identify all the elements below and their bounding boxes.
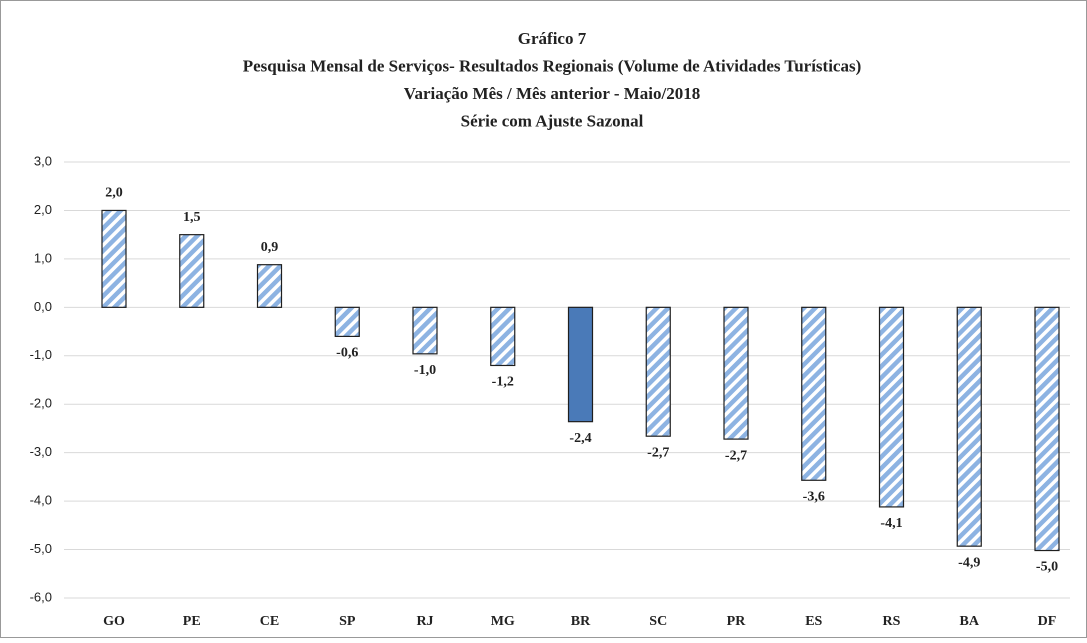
bar <box>1034 306 1060 552</box>
x-tick-label: RJ <box>416 614 433 629</box>
x-tick-label: PR <box>727 614 747 629</box>
chart-title: Gráfico 7 <box>518 29 587 48</box>
x-tick-label: MG <box>491 614 515 629</box>
value-label: 0,9 <box>261 240 279 255</box>
x-tick-label: BA <box>960 614 980 629</box>
value-label: -4,1 <box>880 516 902 531</box>
y-tick-label: -6,0 <box>30 589 52 604</box>
y-tick-label: -1,0 <box>30 347 52 362</box>
x-tick-label: BR <box>571 614 591 629</box>
value-label: -5,0 <box>1036 560 1058 575</box>
y-tick-label: 2,0 <box>34 202 52 217</box>
value-label: -0,6 <box>336 346 358 361</box>
y-tick-label: -2,0 <box>30 396 52 411</box>
bar <box>412 306 438 355</box>
bar <box>956 306 982 547</box>
value-label: 1,5 <box>183 210 201 225</box>
value-label: -4,9 <box>958 555 980 570</box>
x-tick-label: SP <box>339 614 356 629</box>
bar <box>801 306 827 481</box>
bar <box>179 234 205 308</box>
bar <box>645 306 671 437</box>
chart-title: Série com Ajuste Sazonal <box>461 111 644 130</box>
bar <box>334 306 360 338</box>
value-label: -3,6 <box>803 489 825 504</box>
bar <box>490 306 516 367</box>
bar <box>723 306 749 440</box>
y-tick-label: 1,0 <box>34 250 52 265</box>
y-tick-label: -3,0 <box>30 444 52 459</box>
value-label: -2,7 <box>647 445 669 460</box>
x-tick-label: DF <box>1038 614 1057 629</box>
bar <box>256 264 283 308</box>
x-tick-label: PE <box>183 614 201 629</box>
x-tick-label: RS <box>883 614 901 629</box>
y-tick-label: 0,0 <box>34 299 52 314</box>
value-label: -2,4 <box>569 431 591 446</box>
y-tick-label: -5,0 <box>30 541 52 556</box>
y-tick-label: -4,0 <box>30 493 52 508</box>
x-tick-label: CE <box>260 614 279 629</box>
bar <box>878 306 905 508</box>
x-tick-label: SC <box>649 614 667 629</box>
value-label: -2,7 <box>725 448 747 463</box>
value-label: -1,2 <box>492 375 514 390</box>
y-tick-label: 3,0 <box>34 153 52 168</box>
value-label: 2,0 <box>105 186 123 201</box>
chart-title: Pesquisa Mensal de Serviços- Resultados … <box>243 56 862 75</box>
bar <box>101 209 127 308</box>
bar <box>567 306 594 423</box>
chart-title: Variação Mês / Mês anterior - Maio/2018 <box>404 84 701 103</box>
value-label: -1,0 <box>414 363 436 378</box>
x-tick-label: GO <box>103 614 125 629</box>
x-tick-label: ES <box>805 614 822 629</box>
